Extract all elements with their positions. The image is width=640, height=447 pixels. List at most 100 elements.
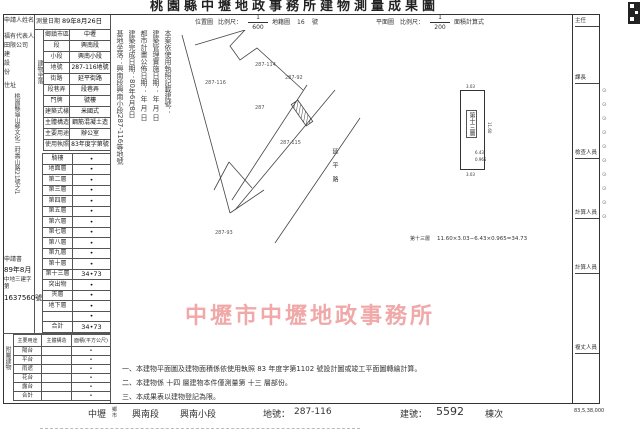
floor-area: • [72, 258, 111, 270]
floor-row: 夾層 • [42, 289, 111, 301]
note-2: 二、本建物係 十四 層建物本件僅測量第 十三 層部份。 [122, 379, 292, 387]
parcel-labels: 287-116 287-114 287-92 287-93 287 287-115 [160, 30, 460, 260]
location-value: 中壢 [69, 29, 111, 41]
road-label: 延平路 [331, 148, 338, 190]
area-formula: 11.60×3.03−6.43×0.965=34.73 [437, 236, 528, 242]
floor-area: • [72, 163, 111, 175]
floor-row: 第三層 • [42, 184, 111, 196]
side-note-bullet: ⊙ [602, 130, 607, 136]
attached-row: 合計 • [13, 391, 111, 401]
footer-township: 中壢 [88, 410, 107, 420]
location-row: 地號 287-116地號 [43, 62, 111, 74]
attached-name: 陽台 [13, 346, 42, 356]
attached-structure [41, 373, 72, 383]
info-divider [110, 15, 111, 403]
floor-row: 第九層 • [42, 247, 111, 259]
floor-area: • [72, 226, 111, 238]
floor-area-table: 騎樓 • 地面層 • 第二層 • 第三層 • 第四層 • 第五層 • 第六層 • 第七層 • 第八層 • 第九層 • 第… [42, 153, 111, 333]
floor-area: • [72, 289, 111, 301]
attr-label: 建築式樣 [43, 106, 70, 118]
parcel-label: 287-114 [255, 62, 276, 68]
plan-label: 平面圖 [376, 19, 395, 26]
location-map-label: 位置圖 [195, 19, 214, 26]
applicant-name-line: 份 [4, 69, 11, 76]
location-label-cell [35, 29, 43, 150]
plan-dim-inner: 6.43 [475, 150, 484, 155]
floor-name: 第九層 [42, 247, 73, 259]
attached-structure [41, 391, 72, 401]
floor-name: 第十層 [42, 258, 73, 270]
attached-header: 主要用途 主體構造 面積(平方公尺) [13, 334, 111, 347]
location-row-label: 鄉鎮市區 [43, 29, 70, 41]
floor-row: 第八層 • [42, 237, 111, 249]
office-watermark-stamp: 中壢市中壢地政事務所 [185, 304, 436, 329]
floor-plan-room: 第十三層 [466, 110, 477, 138]
attached-structure [41, 364, 72, 374]
building-attr-row: 建築式樣 米國式 [43, 106, 111, 118]
floor-row: 地面層 • [42, 163, 111, 175]
road-edge [274, 117, 361, 244]
location-row-label: 段 [43, 40, 70, 52]
application-number: 1637560號 [4, 294, 43, 302]
location-row: 門牌 號樓 [43, 95, 111, 107]
attached-table: 主要用途 主體構造 面積(平方公尺) 陽台 • 平台 • 雨遮 • 花台 • 露台 • 合計 • [13, 334, 111, 401]
formula-floor: 第十三層 [410, 236, 431, 242]
floor-row: 第十三層 34•73 [42, 268, 111, 280]
attached-label: 附屬建物 [4, 346, 11, 370]
signature-label: 課長 [575, 75, 599, 84]
side-note-bullet: ⊙ [602, 214, 607, 220]
floor-area: • [72, 216, 111, 228]
info-line: 基地坐落：興南段興南小段287-116等地號 [116, 30, 124, 165]
parcel-boundary [194, 30, 304, 91]
plan-scale-label: 比例尺： [400, 19, 425, 26]
plan-scale-num: 1 [430, 14, 450, 23]
side-note-bullet: ⊙ [602, 102, 607, 108]
applicant-label: 申請人姓名 [4, 17, 35, 24]
footer-land-label: 地號： [263, 410, 291, 420]
footer-land-no: 287-116 [294, 407, 332, 417]
plan-dim-side: 11.60 [487, 122, 492, 134]
floor-name: 地下層 [42, 300, 73, 312]
side-note-bullet: ⊙ [602, 158, 607, 164]
floor-area: • [72, 205, 111, 217]
footer-subsection: 興南小段 [180, 410, 217, 420]
floor-area: 34•73 [72, 321, 111, 333]
road-edge [234, 89, 336, 211]
floor-name: 第二層 [42, 174, 73, 186]
attached-divider [3, 333, 110, 334]
side-note-bullet: ⊙ [602, 200, 607, 206]
attached-row: 露台 • [13, 382, 111, 392]
location-label: 建物坐落 [36, 60, 43, 84]
footer-rank-label: 棟次 [485, 410, 504, 420]
col-structure: 主體構造 [41, 334, 72, 347]
floor-name: 第七層 [42, 226, 73, 238]
signature-label: 主任 [575, 18, 599, 27]
info-line: 建築管理實施日期： 年 月 日 [152, 30, 160, 121]
location-value: 興南小段 [69, 51, 111, 63]
floor-name: 第六層 [42, 216, 73, 228]
floor-name: 騎樓 [42, 153, 73, 165]
application-date: 89年8月 [4, 266, 32, 274]
floor-name: 第八層 [42, 237, 73, 249]
attr-value: 辦公室 [69, 128, 111, 140]
attr-value: 鋼筋混凝土造 [69, 117, 111, 129]
floor-area: • [72, 174, 111, 186]
column-divider [34, 15, 35, 333]
floor-row: 第五層 • [42, 205, 111, 217]
cadastral-sheet-label: 地籍圖 [272, 19, 291, 26]
location-row-label: 段巷弄 [43, 84, 70, 96]
applicant-name: 福有代表人 田限公司建設份 [4, 32, 34, 77]
plan-calc-label: 面積計算式 [454, 19, 485, 26]
attached-name: 平台 [13, 355, 42, 365]
attached-area: • [71, 391, 111, 401]
parcel-label: 287-115 [280, 140, 301, 146]
floor-row: 第十層 • [42, 258, 111, 270]
attr-value: 83年度字第號 [69, 139, 111, 151]
floor-area: • [72, 237, 111, 249]
info-line: 都市計畫公佈日期： 年 月 日 [140, 30, 148, 121]
floor-name [42, 310, 73, 322]
location-map [181, 30, 361, 244]
floor-row: 突出物 • [42, 279, 111, 291]
floor-area: • [72, 184, 111, 196]
floor-row: 第七層 • [42, 226, 111, 238]
